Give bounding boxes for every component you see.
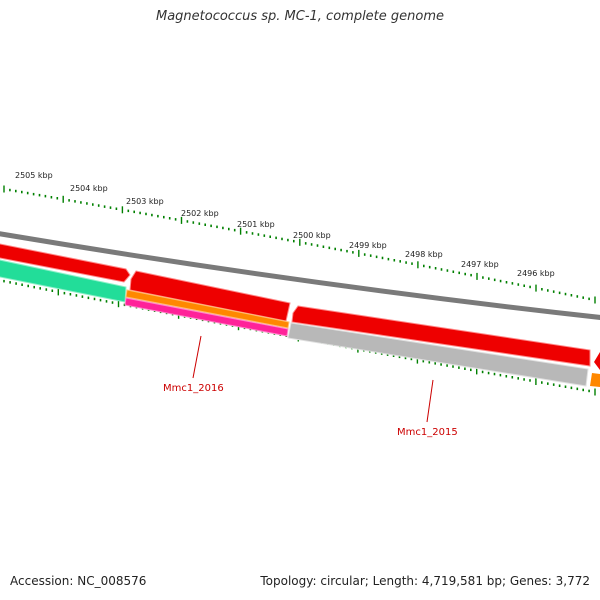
map-title: Magnetococcus sp. MC-1, complete genome bbox=[155, 9, 445, 24]
outer-tick-marks bbox=[3, 185, 596, 304]
forward-gene-right[interactable] bbox=[291, 305, 591, 367]
genome-backbone bbox=[0, 231, 600, 320]
reverse-gene-orange-edge[interactable] bbox=[590, 373, 600, 387]
reverse-gene-orange-mmc1-2016[interactable] bbox=[125, 289, 290, 329]
forward-strand-genes bbox=[0, 243, 600, 370]
reverse-strand-genes bbox=[0, 259, 600, 387]
genome-summary-text: Topology: circular; Length: 4,719,581 bp… bbox=[260, 574, 590, 588]
scale-label-2496: 2496 kbp bbox=[517, 269, 555, 278]
scale-label-2505: 2505 kbp bbox=[15, 171, 53, 180]
scale-label-2498: 2498 kbp bbox=[405, 250, 443, 259]
forward-gene-edge[interactable] bbox=[594, 352, 600, 370]
mmc1-2015-leader bbox=[426, 379, 434, 423]
forward-gene-left[interactable] bbox=[0, 243, 131, 283]
gene-label-mmc1-2015[interactable]: Mmc1_2015 bbox=[397, 427, 458, 438]
reverse-gene-gray-mmc1-2015[interactable] bbox=[287, 322, 589, 387]
scale-labels: 2505 kbp 2504 kbp 2503 kbp 2502 kbp 2501… bbox=[15, 171, 555, 278]
mmc1-2016-leader bbox=[192, 335, 202, 379]
gene-label-mmc1-2016[interactable]: Mmc1_2016 bbox=[163, 383, 224, 394]
scale-label-2504: 2504 kbp bbox=[70, 184, 108, 193]
scale-label-2500: 2500 kbp bbox=[293, 231, 331, 240]
scale-label-2502: 2502 kbp bbox=[181, 209, 219, 218]
reverse-gene-pink-mmc1-2016[interactable] bbox=[124, 297, 289, 337]
accession-text: Accession: NC_008576 bbox=[10, 574, 147, 588]
scale-label-2497: 2497 kbp bbox=[461, 260, 499, 269]
scale-label-2503: 2503 kbp bbox=[126, 197, 164, 206]
scale-label-2499: 2499 kbp bbox=[349, 241, 387, 250]
scale-label-2501: 2501 kbp bbox=[237, 220, 275, 229]
